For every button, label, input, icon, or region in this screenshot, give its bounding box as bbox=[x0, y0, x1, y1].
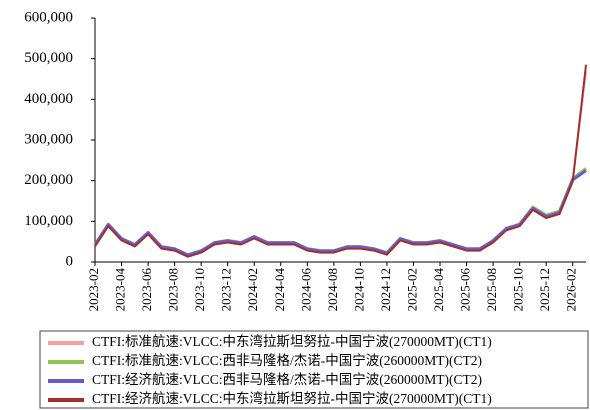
x-tick-label: 2024-08 bbox=[325, 268, 340, 311]
x-tick-label: 2024-02 bbox=[245, 268, 260, 311]
legend-label: CTFI:标准航速:VLCC:西非马隆格/杰诺-中国宁波(260000MT)(C… bbox=[92, 352, 482, 368]
x-tick-label: 2025-12 bbox=[537, 268, 552, 311]
x-tick-label: 2024-12 bbox=[378, 268, 393, 311]
x-tick-label: 2023-12 bbox=[219, 268, 234, 311]
legend-label: CTFI:经济航速:VLCC:中东湾拉斯坦努拉-中国宁波(270000MT)(C… bbox=[92, 390, 492, 406]
series-line bbox=[93, 167, 587, 257]
x-tick-label: 2024-06 bbox=[298, 268, 313, 312]
x-tick-label: 2025-10 bbox=[511, 268, 526, 311]
y-tick-label: 600,000 bbox=[24, 9, 73, 25]
legend-label: CTFI:标准航速:VLCC:中东湾拉斯坦努拉-中国宁波(270000MT)(C… bbox=[92, 333, 492, 349]
x-tick-label: 2023-06 bbox=[139, 268, 154, 312]
series-line bbox=[94, 64, 587, 258]
x-tick-label: 2023-10 bbox=[192, 268, 207, 311]
x-tick-label: 2025-06 bbox=[458, 268, 473, 312]
x-tick-label: 2023-08 bbox=[166, 268, 181, 311]
x-tick-label: 2024-04 bbox=[272, 268, 287, 312]
series-line bbox=[93, 169, 587, 257]
x-tick-label: 2025-08 bbox=[484, 268, 499, 311]
y-tick-label: 300,000 bbox=[24, 131, 73, 147]
x-tick-label: 2025-02 bbox=[404, 268, 419, 311]
y-tick-label: 400,000 bbox=[24, 91, 73, 107]
y-tick-label: 500,000 bbox=[24, 50, 73, 66]
x-tick-label: 2024-10 bbox=[351, 268, 366, 311]
legend-label: CTFI:经济航速:VLCC:西非马隆格/杰诺-中国宁波(260000MT)(C… bbox=[92, 371, 482, 387]
y-tick-label: 200,000 bbox=[24, 172, 73, 188]
x-tick-label: 2026-02 bbox=[564, 268, 579, 311]
y-tick-label: 100,000 bbox=[24, 213, 73, 229]
y-tick-label: 0 bbox=[66, 253, 74, 269]
x-tick-label: 2023-04 bbox=[113, 268, 128, 312]
legend-box bbox=[39, 330, 589, 409]
x-tick-label: 2025-04 bbox=[431, 268, 446, 312]
x-tick-label: 2023-02 bbox=[86, 268, 101, 311]
